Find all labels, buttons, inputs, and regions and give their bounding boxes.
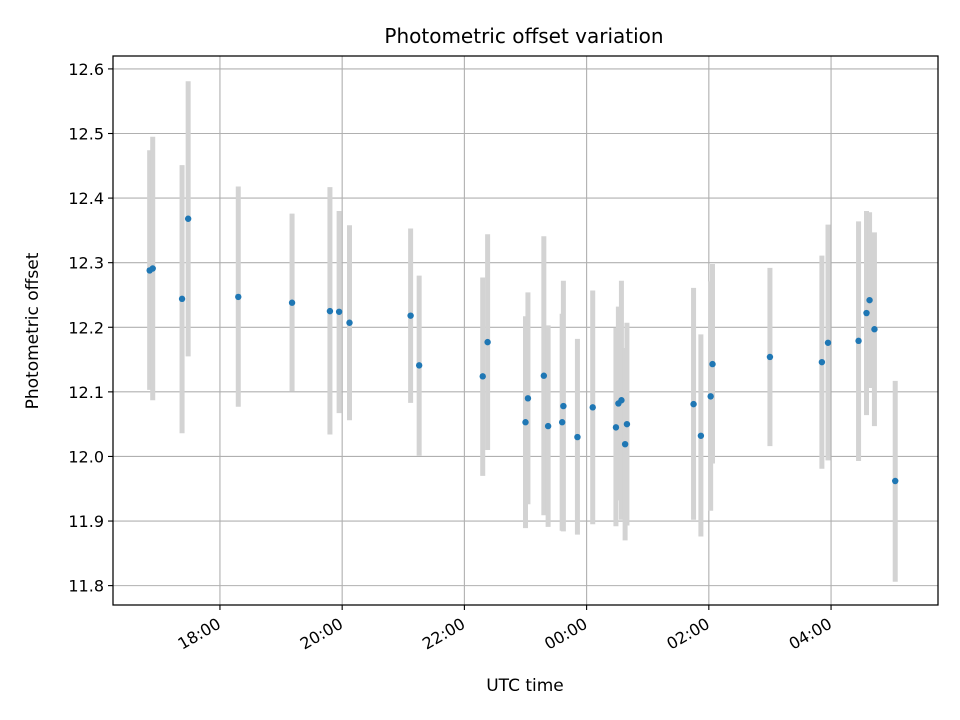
- data-point: [407, 312, 414, 319]
- y-tick-label: 12.2: [68, 318, 104, 337]
- y-tick-label: 12.3: [68, 254, 104, 273]
- y-tick-label: 12.4: [68, 189, 104, 208]
- data-point: [178, 295, 186, 303]
- data-point: [766, 353, 774, 361]
- data-point: [855, 337, 862, 345]
- data-point: [288, 299, 296, 306]
- data-point: [818, 358, 826, 366]
- data-point: [540, 372, 548, 379]
- y-tick-label: 11.8: [68, 577, 104, 596]
- data-point: [235, 293, 242, 301]
- data-point: [184, 215, 192, 222]
- data-point: [589, 404, 596, 411]
- data-point: [558, 419, 566, 426]
- data-point: [415, 362, 423, 369]
- data-point: [863, 309, 870, 317]
- data-point: [623, 420, 631, 428]
- data-point: [690, 400, 697, 408]
- data-point: [522, 419, 529, 426]
- data-point: [612, 424, 620, 431]
- data-point: [484, 338, 491, 346]
- data-point: [560, 402, 567, 410]
- data-point: [524, 395, 532, 402]
- y-tick-label: 11.9: [68, 512, 104, 531]
- data-point: [346, 319, 353, 326]
- data-point: [544, 422, 552, 430]
- y-tick-label: 12.1: [68, 383, 104, 402]
- data-point: [866, 296, 873, 304]
- chart-title: Photometric offset variation: [384, 24, 663, 48]
- data-point: [892, 477, 899, 485]
- data-point: [149, 265, 156, 272]
- data-point: [335, 308, 343, 315]
- data-point: [871, 326, 878, 333]
- data-point: [326, 307, 334, 315]
- y-tick-label: 12.5: [68, 125, 104, 144]
- data-point: [574, 433, 581, 441]
- data-point: [824, 339, 832, 346]
- y-axis-ticks: 11.8 11.9 12.0 12.1 12.2 12.3 12.4 12.5 12.6: [68, 60, 113, 596]
- data-points: [146, 215, 899, 485]
- y-axis-label: Photometric offset: [23, 252, 43, 409]
- data-point: [621, 440, 629, 448]
- y-tick-label: 12.0: [68, 447, 104, 466]
- data-point: [479, 373, 486, 380]
- data-point: [618, 397, 625, 404]
- plot-area-frame: [112, 55, 939, 606]
- x-axis-label: UTC time: [486, 676, 564, 696]
- y-tick-label: 12.6: [68, 60, 104, 79]
- data-point: [697, 432, 705, 439]
- data-point: [709, 360, 716, 368]
- data-point: [707, 393, 714, 400]
